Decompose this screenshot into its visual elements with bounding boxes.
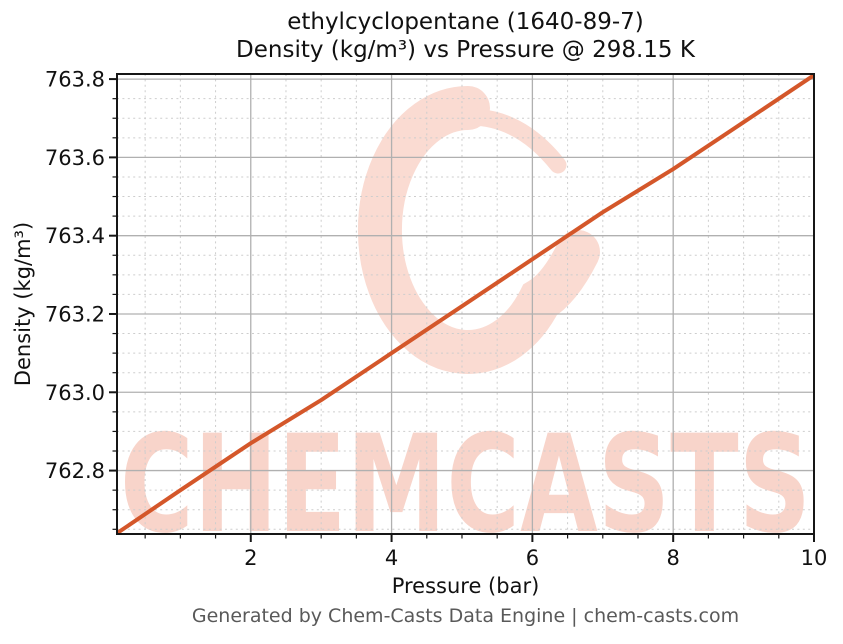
y-axis-label: Density (kg/m³) <box>11 221 35 387</box>
x-tick-label: 10 <box>801 546 828 570</box>
footer-attribution: Generated by Chem-Casts Data Engine | ch… <box>191 605 740 627</box>
minor-gridlines <box>117 74 814 534</box>
chart-title: ethylcyclopentane (1640-89-7) Density (k… <box>117 9 814 64</box>
y-tick-label: 763.0 <box>45 381 105 405</box>
chart-title-line2: Density (kg/m³) vs Pressure @ 298.15 K <box>236 36 695 63</box>
x-axis-label: Pressure (bar) <box>391 574 540 598</box>
series-density <box>115 73 816 535</box>
x-tick-label: 6 <box>526 546 539 570</box>
chemcasts-logo-watermark <box>357 86 600 374</box>
x-tick-label: 2 <box>244 546 257 570</box>
x-tick-label: 4 <box>385 546 398 570</box>
major-gridlines <box>117 74 815 534</box>
y-tick-label: 763.2 <box>45 302 105 326</box>
y-tick-label: 763.6 <box>45 146 105 170</box>
axis-spines <box>116 73 815 535</box>
y-tick-label: 763.8 <box>45 68 105 92</box>
y-tick-label: 763.4 <box>45 224 105 248</box>
watermark-text: CHEMCASTS <box>120 406 811 563</box>
chemcasts-watermark-text: CHEMCASTS <box>120 406 811 563</box>
x-tick-label: 8 <box>667 546 680 570</box>
chart-title-line1: ethylcyclopentane (1640-89-7) <box>287 9 644 35</box>
y-tick-label: 762.8 <box>45 459 105 483</box>
tick-labels: 2 4 6 8 10 762.8 763.0 763.2 763.4 763.6 763.8 <box>45 68 827 570</box>
tick-marks <box>109 78 815 542</box>
density-line <box>115 73 816 535</box>
